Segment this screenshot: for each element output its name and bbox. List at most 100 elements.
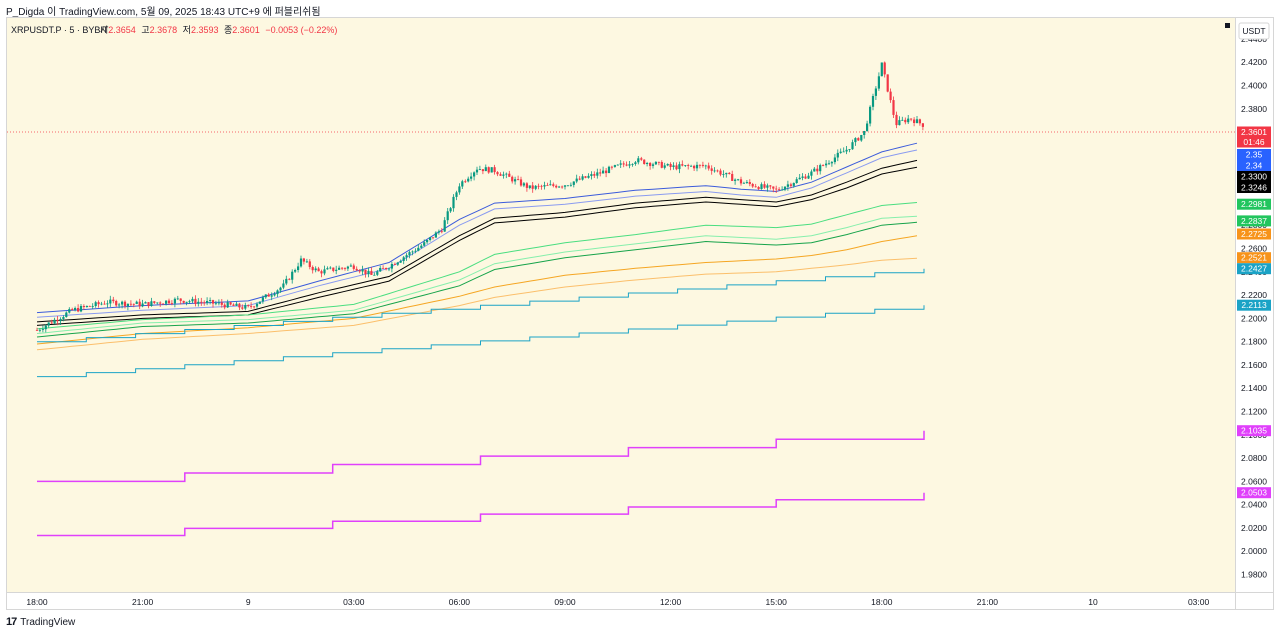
candle-body <box>373 274 376 276</box>
candle-body <box>399 260 402 263</box>
candle-body <box>156 302 159 304</box>
price-candles <box>35 61 924 333</box>
price-badge-label: 2.2113 <box>1241 300 1267 310</box>
candle-body <box>209 300 212 301</box>
tradingview-logo[interactable]: 17 TradingView <box>6 616 75 628</box>
candle-body <box>848 149 851 150</box>
candle-body <box>341 267 344 269</box>
candle-body <box>170 303 173 304</box>
candle-body <box>343 268 347 269</box>
y-tick-label: 2.0600 <box>1241 476 1267 486</box>
candle-body <box>470 176 473 179</box>
candle-body <box>517 179 520 180</box>
plot-background <box>7 18 1235 592</box>
low-value: 2.3593 <box>191 25 219 35</box>
y-tick-label: 2.1400 <box>1241 383 1267 393</box>
x-tick-label: 03:00 <box>343 597 365 607</box>
candle-body <box>584 176 587 178</box>
candle-body <box>487 167 490 173</box>
candle-body <box>50 322 53 324</box>
y-tick-label: 2.4000 <box>1241 81 1267 91</box>
y-tick-label: 2.0800 <box>1241 453 1267 463</box>
candle-body <box>707 165 710 169</box>
candle-body <box>297 266 300 270</box>
candle-body <box>270 295 273 297</box>
candle-body <box>769 185 772 187</box>
candle-body <box>578 178 581 180</box>
price-badge-label: 2.35 <box>1246 150 1263 160</box>
y-tick-label: 1.9800 <box>1241 570 1267 580</box>
candle-body <box>681 164 684 166</box>
candle-body <box>904 119 907 123</box>
candle-body <box>44 325 47 330</box>
current-price-badge <box>1237 126 1271 148</box>
symbol-title[interactable]: XRPUSDT.P · 5 · BYBIT <box>11 25 109 35</box>
currency-button[interactable] <box>1238 22 1270 40</box>
series-line-8 <box>36 257 918 351</box>
price-chart[interactable]: 2.44002.42002.40002.38002.36002.34002.32… <box>7 18 1273 609</box>
price-badge <box>1237 198 1271 210</box>
candle-body <box>543 185 546 187</box>
candle-body <box>640 158 643 160</box>
candle-body <box>232 304 235 306</box>
candle-body <box>446 211 449 221</box>
candle-body <box>191 298 194 302</box>
indicator-lines <box>7 131 1235 537</box>
high-value: 2.3678 <box>150 25 178 35</box>
series-line-7 <box>36 235 918 345</box>
candle-body <box>429 237 432 240</box>
candle-body <box>757 187 760 189</box>
candle-body <box>238 303 241 308</box>
candle-body <box>913 119 916 123</box>
candle-body <box>772 186 775 189</box>
candle-body <box>549 184 552 186</box>
candle-body <box>795 179 798 183</box>
y-tick-label: 2.1600 <box>1241 360 1267 370</box>
candle-body <box>417 247 420 251</box>
candle-body <box>314 268 317 271</box>
candle-body <box>651 164 655 166</box>
candle-body <box>91 306 94 307</box>
candle-body <box>825 163 828 166</box>
candle-body <box>423 242 426 246</box>
series-line-3 <box>36 166 918 326</box>
current-price-label: 2.3601 <box>1241 127 1267 137</box>
candle-body <box>288 278 291 280</box>
candle-body <box>827 163 831 165</box>
step-line-2 <box>37 430 925 483</box>
candle-body <box>182 300 185 303</box>
candle-body <box>206 301 209 303</box>
price-badge-label: 2.2521 <box>1241 253 1267 263</box>
candle-body <box>253 306 256 308</box>
candle-body <box>294 270 297 272</box>
candle-body <box>226 302 229 308</box>
candle-body <box>842 151 845 153</box>
candle-body <box>153 301 156 303</box>
candle-body <box>443 220 446 232</box>
candle-body <box>822 165 825 166</box>
candle-body <box>387 268 391 270</box>
candle-body <box>789 184 792 186</box>
candle-body <box>141 303 144 307</box>
candle-body <box>217 302 220 304</box>
countdown-label: 01:46 <box>1243 137 1265 147</box>
candle-body <box>393 264 396 265</box>
x-tick-label: 15:00 <box>766 597 788 607</box>
candle-body <box>901 119 904 121</box>
candle-body <box>728 172 731 174</box>
price-badge-label: 2.2427 <box>1241 264 1267 274</box>
candle-body <box>405 255 408 258</box>
candle-body <box>813 168 816 172</box>
candle-body <box>886 74 889 92</box>
candle-body <box>194 298 197 304</box>
candle-body <box>229 302 232 305</box>
pane-menu-icon[interactable] <box>1225 23 1230 28</box>
y-tick-label: 2.4200 <box>1241 57 1267 67</box>
candle-body <box>382 268 385 269</box>
candle-body <box>329 267 332 269</box>
candle-body <box>326 268 329 270</box>
price-badge-label: 2.2981 <box>1241 199 1267 209</box>
candle-body <box>118 304 121 306</box>
candle-body <box>490 167 493 173</box>
candle-body <box>792 183 795 186</box>
